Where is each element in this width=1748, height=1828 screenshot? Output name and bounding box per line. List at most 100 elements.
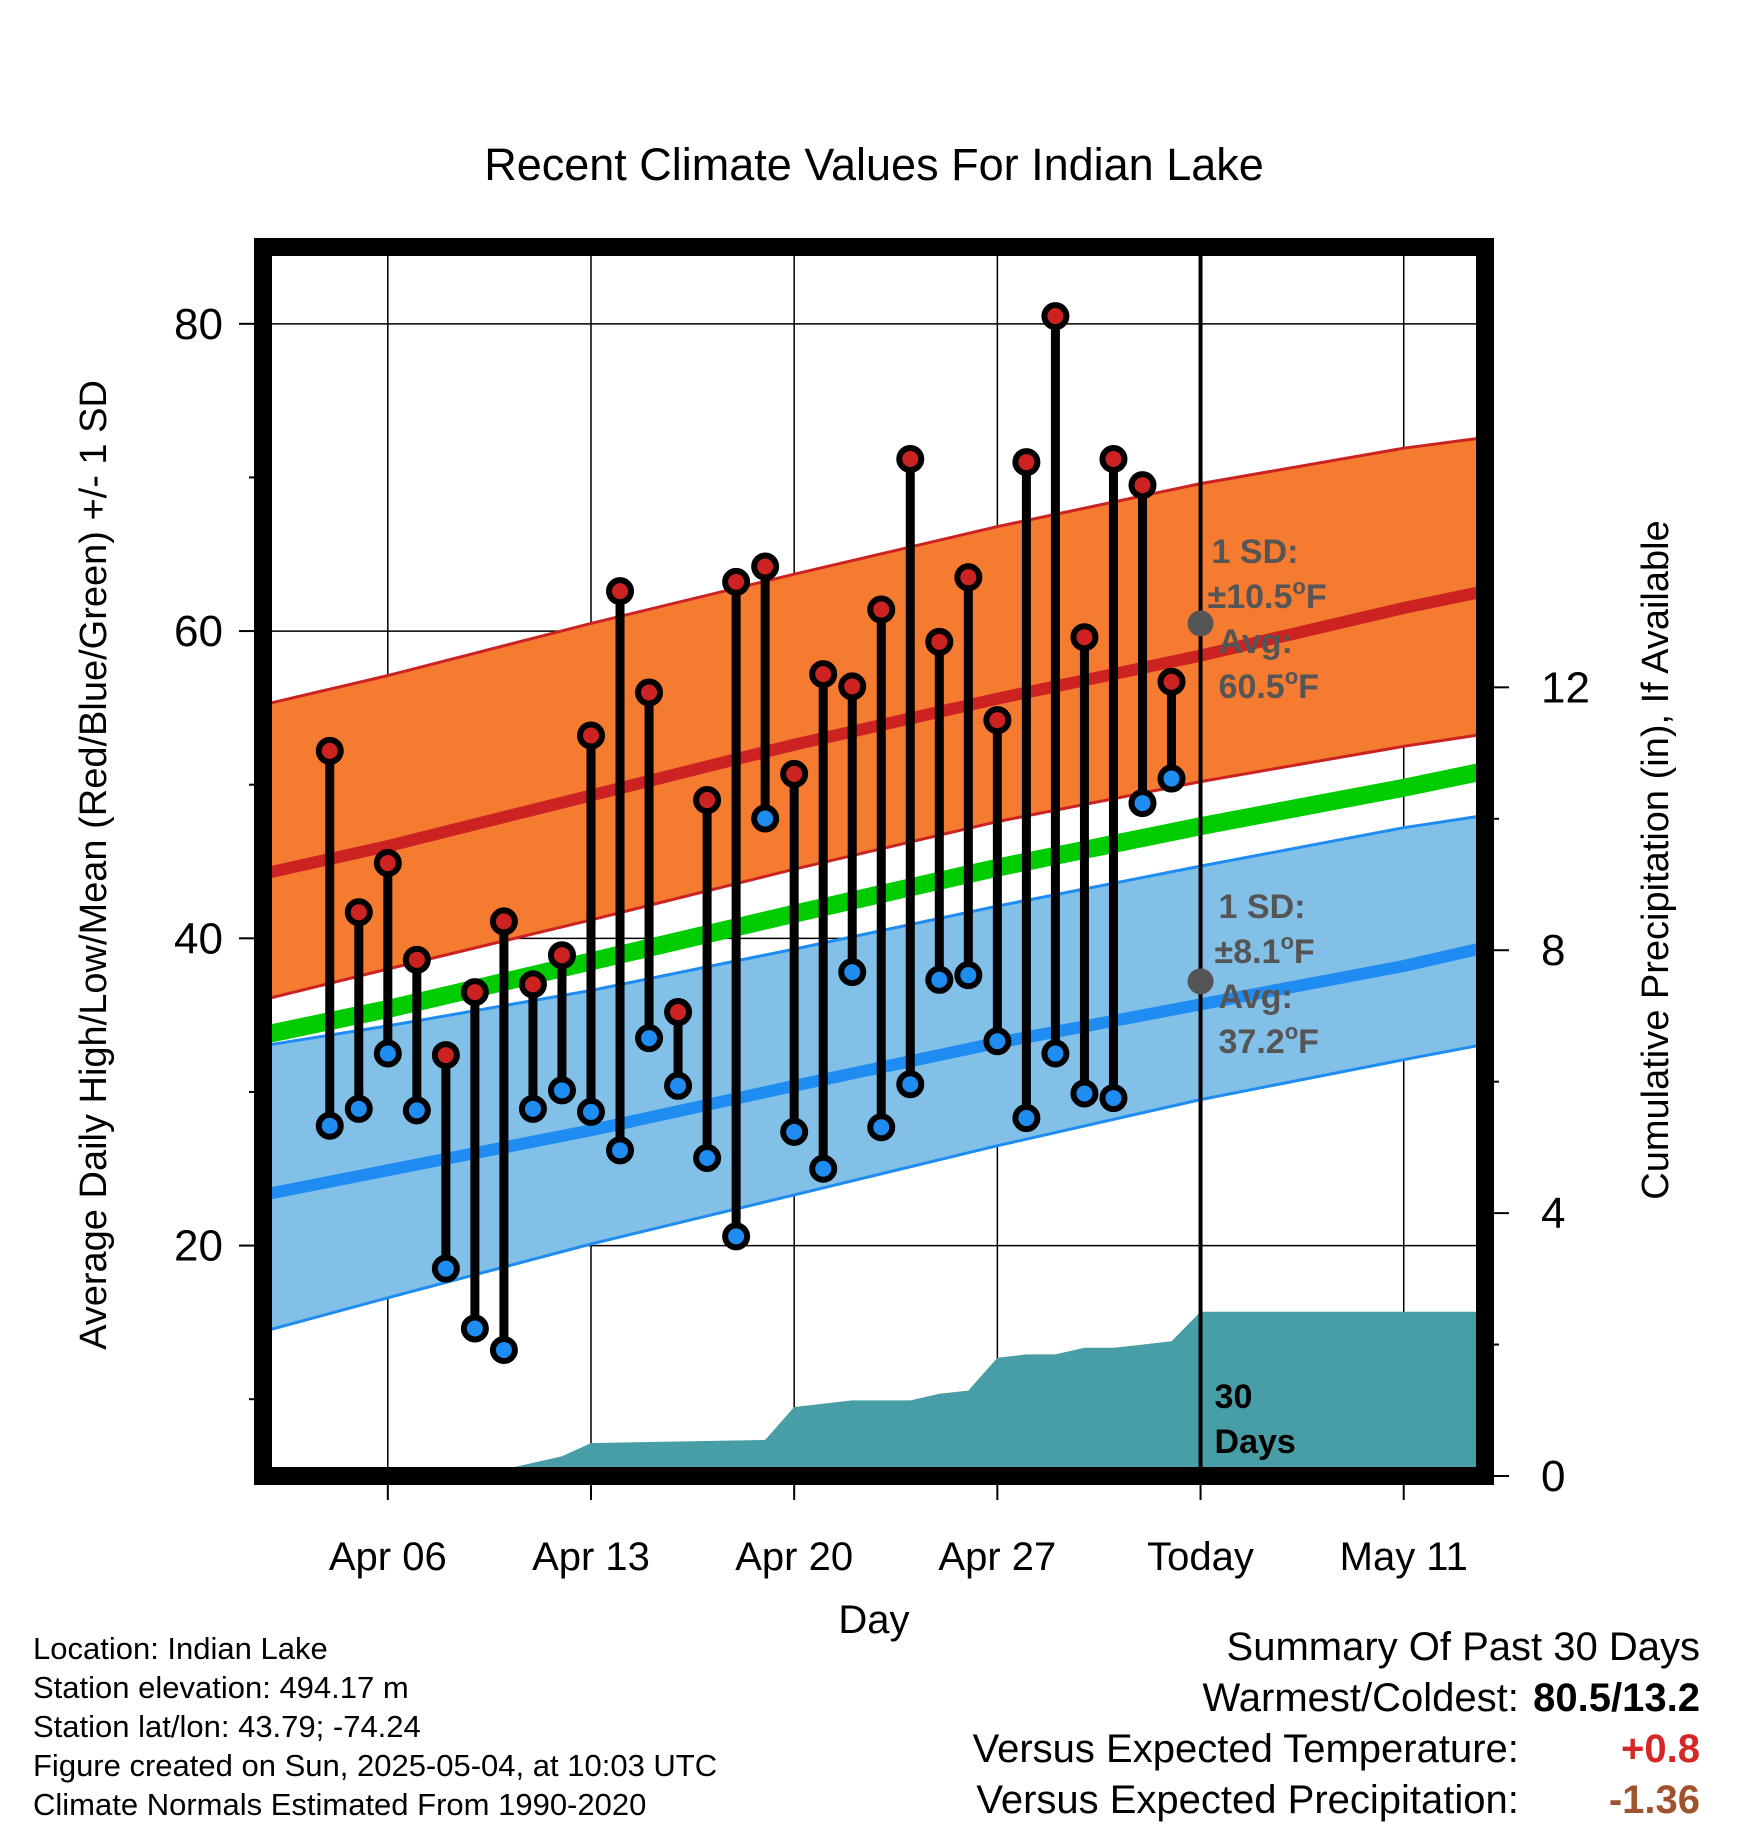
daily-low-point [925, 965, 954, 994]
y-tick-label: 40 [174, 914, 223, 963]
x-tick-label: Apr 27 [938, 1535, 1056, 1579]
temp-label: Versus Expected Temperature: [972, 1727, 1519, 1771]
footer-created: Figure created on Sun, 2025-05-04, at 10… [33, 1748, 718, 1783]
daily-low-point [460, 1314, 489, 1343]
y2-tick-label: 4 [1541, 1189, 1565, 1238]
high-sd-band [263, 437, 1485, 1000]
low-sd-label: 1 SD: [1219, 888, 1306, 926]
daily-high-point [896, 445, 925, 474]
chart-title: Recent Climate Values For Indian Lake [484, 139, 1264, 190]
daily-high-point [1012, 448, 1041, 477]
daily-low-point [431, 1254, 460, 1283]
low-avg-value: 37.2oF [1219, 1019, 1319, 1061]
daily-low-point [315, 1111, 344, 1140]
daily-high-point [867, 595, 896, 624]
daily-low-point [1157, 764, 1186, 793]
precip-days-word: Days [1215, 1423, 1296, 1461]
daily-high-point [635, 678, 664, 707]
y-tick-label: 60 [174, 607, 223, 656]
daily-high-point [1070, 623, 1099, 652]
high-avg-label: Avg: [1219, 623, 1293, 661]
daily-high-point [693, 786, 722, 815]
daily-high-point [838, 672, 867, 701]
summary-temperature: Versus Expected Temperature: +0.8 [973, 1727, 1700, 1772]
daily-high-point [431, 1041, 460, 1070]
low-band-upper-line [262, 813, 1486, 1048]
precip-label: Versus Expected Precipitation: [976, 1778, 1519, 1822]
daily-low-point [1012, 1104, 1041, 1133]
daily-high-point [1041, 302, 1070, 331]
daily-high-point [751, 552, 780, 581]
daily-low-point [867, 1113, 896, 1142]
daily-high-point [576, 721, 605, 750]
daily-low-point [664, 1071, 693, 1100]
today-high-avg-marker [1187, 610, 1214, 637]
x-axis-label: Day [838, 1598, 909, 1642]
plot-frame [254, 238, 1494, 1485]
daily-high-point [402, 945, 431, 974]
high-band-upper-line [262, 436, 1486, 707]
daily-low-point [1099, 1084, 1128, 1113]
daily-low-point [780, 1117, 809, 1146]
daily-high-point [809, 660, 838, 689]
y2-tick-label: 0 [1541, 1452, 1565, 1501]
daily-low-point [576, 1097, 605, 1126]
daily-low-point [518, 1094, 547, 1123]
daily-high-point [606, 577, 635, 606]
daily-high-point [664, 998, 693, 1027]
daily-high-point [315, 736, 344, 765]
x-tick-label: Apr 13 [532, 1535, 650, 1579]
daily-high-point [1157, 667, 1186, 696]
daily-low-point [373, 1039, 402, 1068]
daily-low-point [547, 1076, 576, 1105]
daily-high-point [489, 907, 518, 936]
summary-precipitation: Versus Expected Precipitation: -1.36 [976, 1778, 1700, 1823]
daily-low-point [635, 1024, 664, 1053]
daily-high-point [983, 706, 1012, 735]
daily-high-point [954, 563, 983, 592]
y2-axis-label: Cumulative Precipitation (in), If Availa… [1635, 520, 1677, 1199]
daily-high-point [722, 567, 751, 596]
daily-low-point [402, 1096, 431, 1125]
today-low-avg-marker [1187, 968, 1214, 995]
daily-high-point [1099, 445, 1128, 474]
daily-low-point [809, 1154, 838, 1183]
summary-title: Summary Of Past 30 Days [1226, 1625, 1700, 1669]
high-sd-label: 1 SD: [1212, 533, 1299, 571]
daily-high-point [1128, 471, 1157, 500]
high-sd-value: ±10.5oF [1208, 574, 1327, 616]
summary-warm-cold: Warmest/Coldest: 80.5/13.2 [1203, 1676, 1701, 1721]
y-tick-label: 20 [174, 1222, 223, 1271]
warm-cold-value: 80.5/13.2 [1533, 1676, 1700, 1720]
normal-low-line [261, 941, 1487, 1201]
daily-low-point [722, 1222, 751, 1251]
x-tick-label: May 11 [1340, 1535, 1468, 1579]
footer-elevation: Station elevation: 494.17 m [33, 1670, 409, 1705]
x-tick-label: Apr 20 [735, 1535, 853, 1579]
y2-tick-label: 12 [1541, 663, 1590, 712]
daily-low-point [693, 1143, 722, 1172]
daily-high-point [373, 849, 402, 878]
daily-high-point [780, 759, 809, 788]
daily-low-point [751, 804, 780, 833]
daily-low-point [983, 1027, 1012, 1056]
daily-low-point [344, 1094, 373, 1123]
footer-location: Location: Indian Lake [33, 1631, 328, 1666]
low-band-lower-line [262, 1042, 1486, 1334]
precip-area [263, 1311, 1485, 1476]
footer-normals: Climate Normals Estimated From 1990-2020 [33, 1787, 647, 1822]
y-tick-label: 80 [174, 300, 223, 349]
precip-value: -1.36 [1608, 1778, 1700, 1822]
daily-low-point [1041, 1039, 1070, 1068]
y2-tick-label: 8 [1541, 926, 1565, 975]
y-axis-label: Average Daily High/Low/Mean (Red/Blue/Gr… [73, 380, 115, 1350]
low-avg-label: Avg: [1219, 978, 1293, 1016]
daily-high-point [344, 898, 373, 927]
daily-low-point [1128, 789, 1157, 818]
daily-high-point [460, 978, 489, 1007]
high-avg-value: 60.5oF [1219, 664, 1319, 706]
footer-latlon: Station lat/lon: 43.79; -74.24 [33, 1709, 421, 1744]
daily-low-point [954, 961, 983, 990]
x-tick-label: Apr 06 [329, 1535, 447, 1579]
normal-high-line [261, 585, 1487, 880]
